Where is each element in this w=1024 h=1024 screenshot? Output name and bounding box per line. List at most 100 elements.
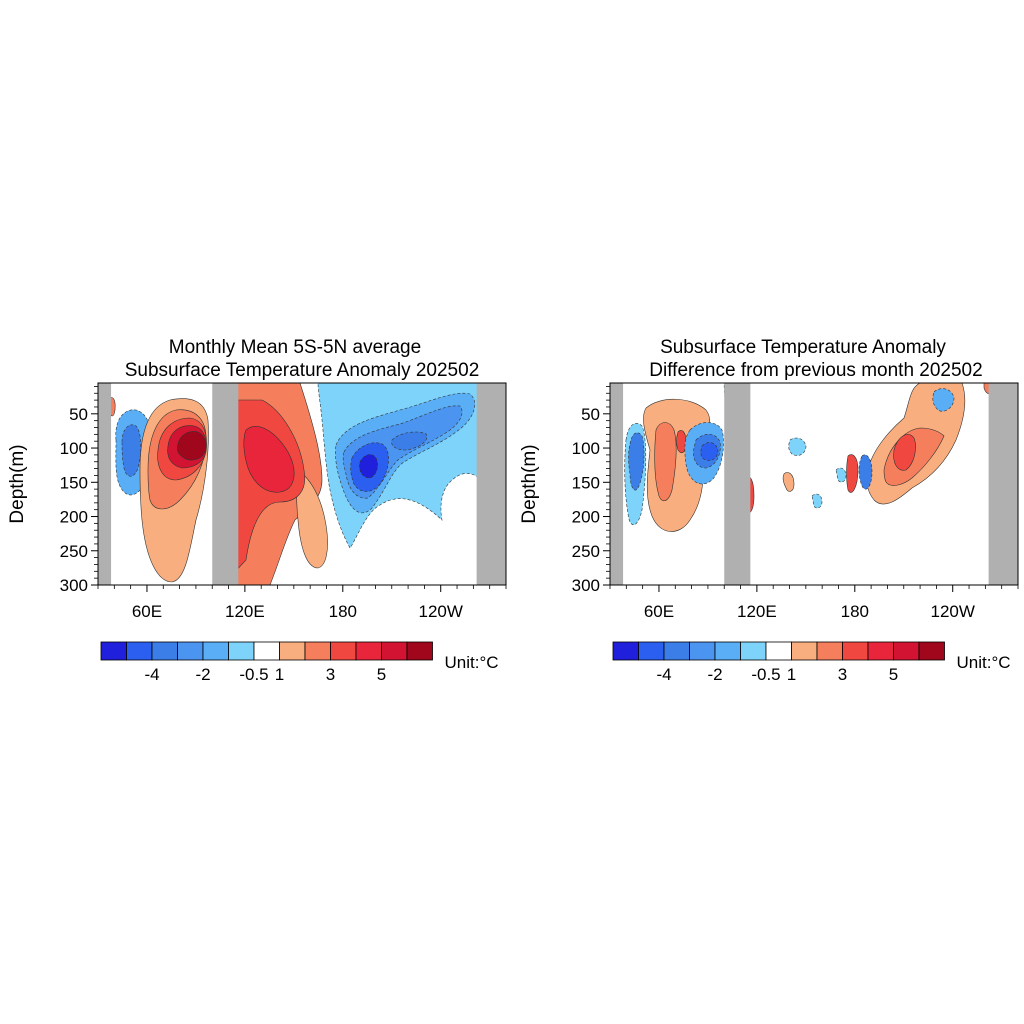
colorbar-label: -0.5: [751, 665, 780, 684]
colorbar-swatch: [867, 641, 894, 661]
contour-cool-spot-b: [788, 437, 807, 456]
chart-subtitle: Subsurface Temperature Anomaly 202502: [125, 360, 480, 381]
contour-cool-mid-3: [700, 442, 719, 461]
colorbar-swatch: [202, 641, 229, 661]
colorbar-swatch: [612, 641, 639, 661]
chart-subtitle: Difference from previous month 202502: [649, 360, 982, 381]
colorbar-swatch: [842, 641, 869, 661]
panel-right: Subsurface Temperature Anomaly Differenc…: [519, 337, 1019, 684]
chart-title: Monthly Mean 5S-5N average: [169, 337, 421, 358]
colorbar-label: 3: [326, 665, 335, 684]
x-tick-label: 120E: [225, 602, 265, 621]
colorbar-swatch: [253, 641, 280, 661]
x-tick-label: 60E: [644, 602, 674, 621]
land-mask: [212, 383, 239, 585]
y-tick-label: 50: [581, 405, 600, 424]
land-mask: [988, 383, 1018, 585]
colorbar-swatch: [689, 641, 716, 661]
contour-cool-west-2: [628, 432, 645, 491]
contour-warm-indian-2: [654, 422, 677, 502]
y-tick-label: 250: [60, 542, 88, 561]
colorbar-label: 3: [838, 665, 847, 684]
contour-cool-spot-e: [835, 467, 847, 483]
colorbar-swatch: [918, 641, 945, 661]
colorbar-swatch: [381, 641, 408, 661]
contour-warm-indian-3: [676, 430, 687, 454]
y-axis-label: Depth(m): [519, 444, 540, 523]
y-tick-label: 300: [60, 576, 88, 595]
x-axis: 60E 120E 180 120W: [97, 585, 507, 621]
contour-warm-pacific-tail: [296, 469, 328, 569]
x-tick-label: 180: [841, 602, 869, 621]
contour-cool-spot-h: [932, 388, 955, 412]
colorbar-unit: Unit:°C: [957, 653, 1011, 672]
x-tick-label: 60E: [132, 602, 162, 621]
contour-cool-spot-f: [858, 454, 873, 490]
contour-warm-spot-g: [846, 454, 859, 493]
colorbar-label: 5: [377, 665, 386, 684]
plot-frame: [97, 382, 507, 586]
y-tick-label: 250: [572, 542, 600, 561]
y-tick-label: 300: [572, 576, 600, 595]
x-tick-label: 180: [329, 602, 357, 621]
colorbar-swatch: [740, 641, 767, 661]
chart-title: Subsurface Temperature Anomaly: [660, 337, 946, 358]
land-mask: [476, 383, 506, 585]
contour-cool-east-core: [359, 454, 378, 479]
colorbar-unit: Unit:°C: [445, 653, 499, 672]
colorbar-swatch: [228, 641, 255, 661]
land-mask: [610, 383, 624, 585]
colorbar-swatch: [177, 641, 204, 661]
x-tick-label: 120W: [419, 602, 463, 621]
contour-warm-west-5: [176, 431, 207, 461]
colorbar-label: 1: [787, 665, 796, 684]
colorbar-swatch: [638, 641, 665, 661]
colorbar-label: -4: [144, 665, 159, 684]
x-tick-label: 120W: [931, 602, 975, 621]
colorbar-label: -0.5: [239, 665, 268, 684]
y-tick-label: 50: [69, 405, 88, 424]
y-tick-label: 100: [60, 439, 88, 458]
colorbar-swatch: [304, 641, 331, 661]
contour-cool-east-upper: [391, 431, 428, 451]
contour-warm-spot-c: [782, 472, 795, 492]
contour-cool-indian-inner: [121, 424, 142, 477]
colorbar-swatch: [151, 641, 178, 661]
colorbar-swatch: [100, 641, 127, 661]
colorbar-label: -2: [707, 665, 722, 684]
land-masks: [610, 383, 1018, 585]
contour-cool-spot-d: [811, 493, 823, 509]
colorbar-swatch: [279, 641, 306, 661]
colorbar-swatch: [765, 641, 792, 661]
y-axis: 50 100 150 200 250 300: [572, 386, 610, 595]
y-tick-label: 200: [572, 508, 600, 527]
y-tick-label: 150: [60, 473, 88, 492]
x-axis: 60E 120E 180 120W: [609, 585, 1019, 621]
colorbar-swatch: [893, 641, 920, 661]
colorbar-swatch: [330, 641, 357, 661]
colorbar-swatch: [406, 641, 433, 661]
colorbar-swatch: [714, 641, 741, 661]
contour-warm-east-3: [893, 434, 916, 471]
colorbar-swatch: [126, 641, 153, 661]
x-tick-label: 120E: [737, 602, 777, 621]
y-tick-label: 100: [572, 439, 600, 458]
y-tick-label: 200: [60, 508, 88, 527]
y-axis-label: Depth(m): [7, 444, 28, 523]
land-masks: [98, 383, 506, 585]
colorbar-label: -2: [195, 665, 210, 684]
y-tick-label: 150: [572, 473, 600, 492]
plot-frame: [609, 382, 1019, 586]
colorbar-swatch: [816, 641, 843, 661]
plot-area: [98, 383, 506, 585]
land-mask: [724, 383, 751, 585]
colorbar: -4 -2 -0.5 1 3 5 Unit:°C: [100, 641, 499, 684]
y-axis: 50 100 150 200 250 300: [60, 386, 98, 595]
colorbar-swatch: [791, 641, 818, 661]
colorbar-label: 1: [275, 665, 284, 684]
colorbar-swatch: [355, 641, 382, 661]
panel-left: Monthly Mean 5S-5N average Subsurface Te…: [7, 337, 507, 684]
colorbar-label: 5: [889, 665, 898, 684]
land-mask: [98, 383, 112, 585]
